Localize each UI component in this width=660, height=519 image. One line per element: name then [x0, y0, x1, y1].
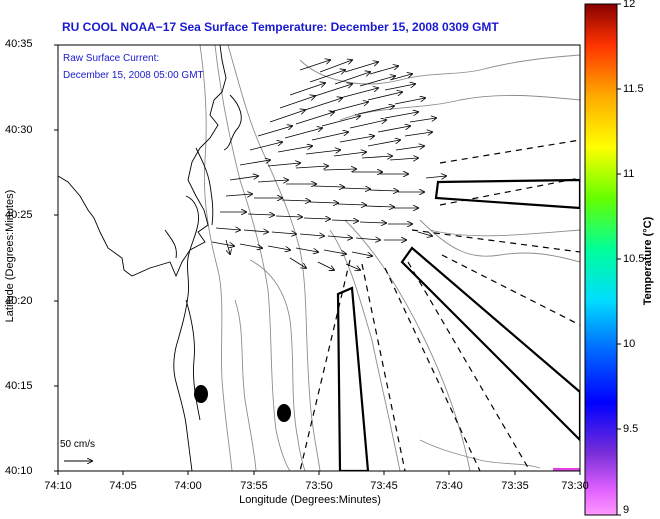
x-tick-label: 73:35 [501, 480, 529, 492]
sst-patch [553, 468, 580, 471]
x-tick-label: 73:50 [305, 480, 333, 492]
buoy-marker [277, 404, 291, 422]
dashed-guides [299, 139, 580, 471]
x-tick-label: 73:55 [240, 480, 268, 492]
y-tick-label: 40:25 [5, 209, 33, 221]
x-tick-label: 73:40 [435, 480, 463, 492]
colorbar-tick-label: 9.5 [623, 423, 639, 435]
colorbar-ticks [617, 3, 621, 516]
x-tick-label: 74:00 [174, 480, 202, 492]
current-time: December 15, 2008 05:00 GMT [63, 70, 204, 81]
x-tick-label: 74:05 [109, 480, 137, 492]
current-label: Raw Surface Current: [63, 53, 160, 64]
y-axis-title: Latitude (Degrees:Minutes) [4, 189, 16, 323]
coastline [58, 45, 242, 471]
shipping-channels [336, 178, 580, 471]
x-tick-label: 74:10 [44, 480, 72, 492]
colorbar [584, 3, 618, 516]
y-tick-label: 40:35 [5, 38, 33, 50]
axis-ticks [54, 44, 581, 475]
x-tick-label: 73:30 [561, 480, 589, 492]
y-tick-label: 40:10 [5, 465, 33, 477]
colorbar-tick-label: 12 [623, 0, 636, 10]
colorbar-tick-label: 9 [623, 504, 630, 516]
current-vectors [211, 60, 446, 270]
figure-title: RU COOL NOAA−17 Sea Surface Temperature:… [62, 20, 499, 34]
bathymetry-contours [199, 45, 580, 471]
y-tick-label: 40:30 [5, 124, 33, 136]
scale-label: 50 cm/s [60, 439, 96, 450]
x-tick-label: 73:45 [370, 480, 398, 492]
y-tick-label: 40:20 [5, 295, 33, 307]
map-frame [57, 44, 581, 472]
buoy-marker [194, 385, 208, 403]
colorbar-tick-label: 11 [623, 168, 635, 180]
x-axis-title: Longitude (Degrees:Minutes) [239, 494, 381, 506]
colorbar-tick-label: 10.5 [623, 253, 645, 265]
y-tick-label: 40:15 [5, 380, 33, 392]
colorbar-tick-label: 10 [623, 338, 636, 350]
colorbar-title: Temperature (°C) [642, 216, 654, 306]
colorbar-tick-label: 11.5 [623, 83, 644, 95]
